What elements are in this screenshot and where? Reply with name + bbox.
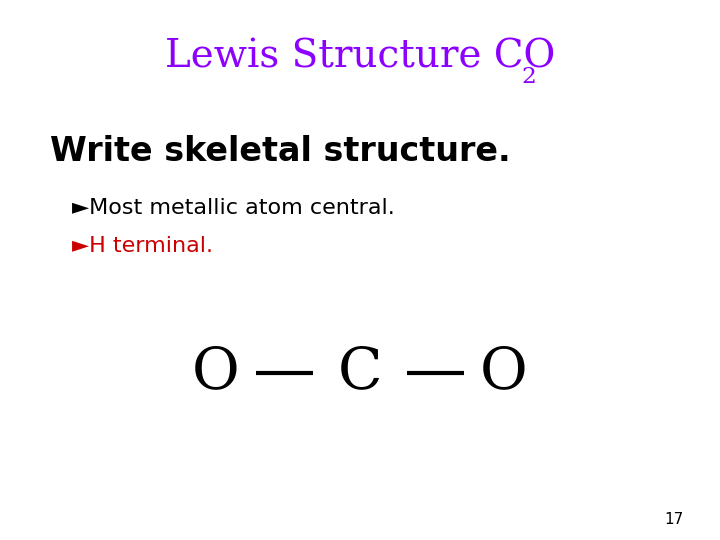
Text: Lewis Structure CO: Lewis Structure CO — [165, 38, 555, 75]
Text: O: O — [192, 345, 240, 401]
Text: 2: 2 — [522, 66, 536, 88]
Text: C: C — [338, 345, 382, 401]
Text: ►Most metallic atom central.: ►Most metallic atom central. — [72, 198, 395, 218]
Text: Write skeletal structure.: Write skeletal structure. — [50, 134, 511, 168]
Text: ►H terminal.: ►H terminal. — [72, 235, 213, 256]
Text: 17: 17 — [665, 511, 684, 526]
Text: O: O — [480, 345, 528, 401]
